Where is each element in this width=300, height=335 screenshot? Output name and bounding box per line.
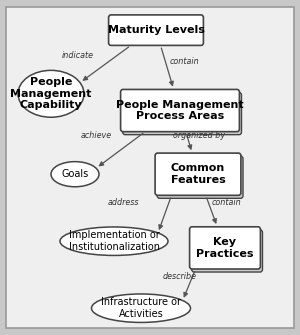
Text: Goals: Goals (61, 169, 88, 179)
Text: organized by: organized by (173, 131, 226, 140)
Ellipse shape (92, 294, 190, 322)
Text: describe: describe (163, 272, 197, 281)
Text: Maturity Levels: Maturity Levels (108, 25, 204, 35)
Text: achieve: achieve (80, 131, 112, 140)
Ellipse shape (51, 162, 99, 187)
FancyBboxPatch shape (155, 153, 241, 195)
Ellipse shape (60, 227, 168, 255)
Text: indicate: indicate (62, 51, 94, 60)
FancyBboxPatch shape (109, 15, 203, 45)
FancyBboxPatch shape (157, 156, 243, 198)
Text: contain: contain (212, 198, 242, 207)
Text: Key
Practices: Key Practices (196, 237, 254, 259)
FancyBboxPatch shape (190, 227, 260, 269)
FancyBboxPatch shape (123, 92, 242, 135)
FancyBboxPatch shape (121, 89, 239, 132)
Text: contain: contain (169, 58, 200, 66)
FancyBboxPatch shape (6, 7, 294, 328)
Text: Common
Features: Common Features (171, 163, 225, 185)
Text: Infrastructure or
Activities: Infrastructure or Activities (101, 297, 181, 319)
Text: People
Management
Capability: People Management Capability (10, 77, 92, 111)
Text: address: address (107, 198, 139, 207)
Ellipse shape (18, 70, 84, 117)
Text: People Management
Process Areas: People Management Process Areas (116, 100, 244, 121)
FancyBboxPatch shape (192, 230, 262, 272)
Text: Implementation or
Institutionalization: Implementation or Institutionalization (68, 230, 160, 252)
